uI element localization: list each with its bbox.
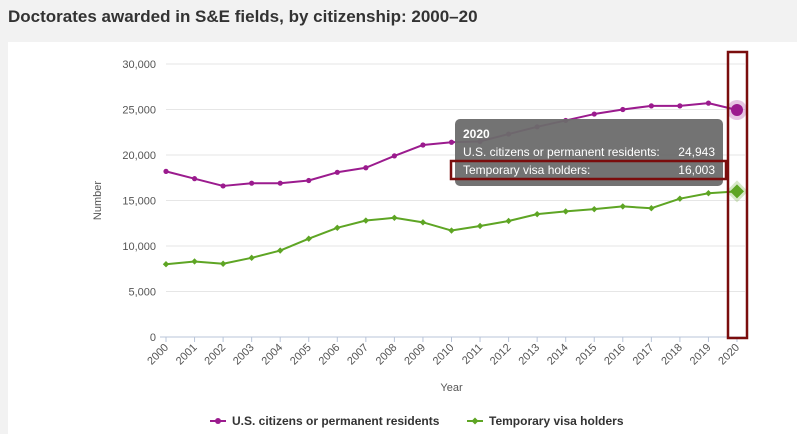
- data-point[interactable]: [249, 180, 255, 186]
- y-tick-label: 25,000: [122, 105, 156, 117]
- x-tick-label: 2008: [374, 342, 400, 368]
- legend[interactable]: U.S. citizens or permanent residents Temp…: [210, 414, 624, 428]
- data-point[interactable]: [705, 190, 712, 197]
- page-title: Doctorates awarded in S&E fields, by cit…: [8, 7, 478, 26]
- x-tick-label: 2019: [688, 342, 714, 368]
- tooltip-row-label: U.S. citizens or permanent residents:: [463, 145, 660, 159]
- data-point[interactable]: [191, 258, 198, 265]
- data-point[interactable]: [420, 142, 426, 148]
- data-point[interactable]: [676, 195, 684, 202]
- legend-item-1[interactable]: Temporary visa holders: [467, 414, 624, 428]
- data-point[interactable]: [277, 180, 283, 186]
- data-point[interactable]: [163, 168, 169, 174]
- y-axis-title: Number: [92, 181, 104, 220]
- data-point[interactable]: [362, 217, 370, 224]
- y-tick-label: 30,000: [122, 59, 156, 71]
- tooltip-row-value: 16,003: [678, 163, 715, 177]
- data-point[interactable]: [448, 139, 455, 145]
- data-point[interactable]: [705, 100, 712, 106]
- series-lines: [162, 100, 748, 268]
- data-point[interactable]: [591, 111, 597, 117]
- data-point[interactable]: [648, 103, 654, 109]
- x-tick-label: 2017: [631, 342, 657, 368]
- x-tick-label: 2018: [659, 342, 685, 368]
- data-point[interactable]: [730, 184, 744, 199]
- data-point[interactable]: [391, 214, 398, 221]
- legend-label: U.S. citizens or permanent residents: [232, 414, 440, 428]
- x-tick-label: 2020: [716, 342, 742, 368]
- data-point[interactable]: [191, 176, 198, 182]
- x-tick-label: 2013: [516, 342, 542, 368]
- x-axis-title: Year: [440, 382, 463, 394]
- data-point[interactable]: [162, 261, 170, 268]
- data-point[interactable]: [334, 169, 340, 175]
- highlight-overlay: [726, 50, 749, 340]
- line-chart[interactable]: 0 5,000 10,000 15,000 20,000 25,000 30,000 2000…: [8, 42, 797, 434]
- data-point[interactable]: [277, 247, 284, 254]
- y-tick-label: 5,000: [128, 287, 156, 299]
- data-point[interactable]: [562, 208, 569, 215]
- y-tick-label: 15,000: [122, 196, 156, 208]
- x-tick-label: 2005: [288, 342, 314, 368]
- tooltip-box: [455, 119, 723, 186]
- x-tick-label: 2014: [545, 342, 571, 368]
- year-highlight-box: [726, 50, 749, 340]
- y-tick-label: 10,000: [122, 241, 156, 253]
- data-point[interactable]: [620, 106, 626, 113]
- data-point[interactable]: [306, 177, 312, 184]
- x-tick-label: 2015: [574, 342, 600, 368]
- x-tick-label: 2006: [317, 342, 343, 368]
- y-tick-label: 20,000: [122, 150, 156, 162]
- data-point[interactable]: [648, 205, 655, 212]
- data-point[interactable]: [248, 254, 255, 262]
- x-tick-label: 2001: [174, 342, 200, 368]
- tooltip-row-label: Temporary visa holders:: [463, 163, 590, 177]
- x-tick-label: 2011: [460, 342, 485, 367]
- x-tick-label: 2004: [260, 342, 286, 368]
- data-point[interactable]: [334, 224, 341, 231]
- tooltip-title: 2020: [463, 127, 490, 141]
- x-tick-label: 2010: [431, 342, 457, 368]
- chart-panel: 0 5,000 10,000 15,000 20,000 25,000 30,000 2000…: [8, 42, 797, 434]
- data-point[interactable]: [591, 205, 598, 213]
- data-point[interactable]: [219, 260, 227, 267]
- tooltip-row-value: 24,943: [678, 145, 715, 159]
- x-tick-label: 2002: [202, 342, 228, 368]
- data-point[interactable]: [363, 165, 369, 171]
- data-point[interactable]: [505, 217, 512, 225]
- data-point[interactable]: [448, 227, 455, 234]
- data-point[interactable]: [677, 103, 683, 109]
- x-tick-label: 2012: [488, 342, 514, 368]
- y-tick-label: 0: [150, 332, 156, 344]
- x-tick-label: 2003: [231, 342, 257, 368]
- data-point[interactable]: [533, 210, 541, 218]
- x-tick-label: 2000: [145, 342, 171, 368]
- x-tick-label: 2016: [602, 342, 628, 368]
- tooltip: 2020 U.S. citizens or permanent residents…: [449, 119, 728, 186]
- data-point[interactable]: [419, 219, 427, 226]
- x-tick-label: 2009: [402, 342, 428, 368]
- data-point[interactable]: [619, 203, 626, 210]
- legend-marker: [471, 417, 479, 425]
- tooltip-row-highlight-box: [449, 159, 728, 181]
- data-point[interactable]: [220, 183, 226, 189]
- legend-item-0[interactable]: U.S. citizens or permanent residents: [210, 414, 440, 428]
- data-point[interactable]: [305, 235, 312, 242]
- data-point[interactable]: [476, 222, 484, 230]
- x-tick-label: 2007: [345, 342, 371, 368]
- data-point[interactable]: [731, 104, 743, 117]
- legend-marker: [215, 418, 221, 424]
- legend-label: Temporary visa holders: [489, 414, 624, 428]
- data-point[interactable]: [391, 153, 397, 159]
